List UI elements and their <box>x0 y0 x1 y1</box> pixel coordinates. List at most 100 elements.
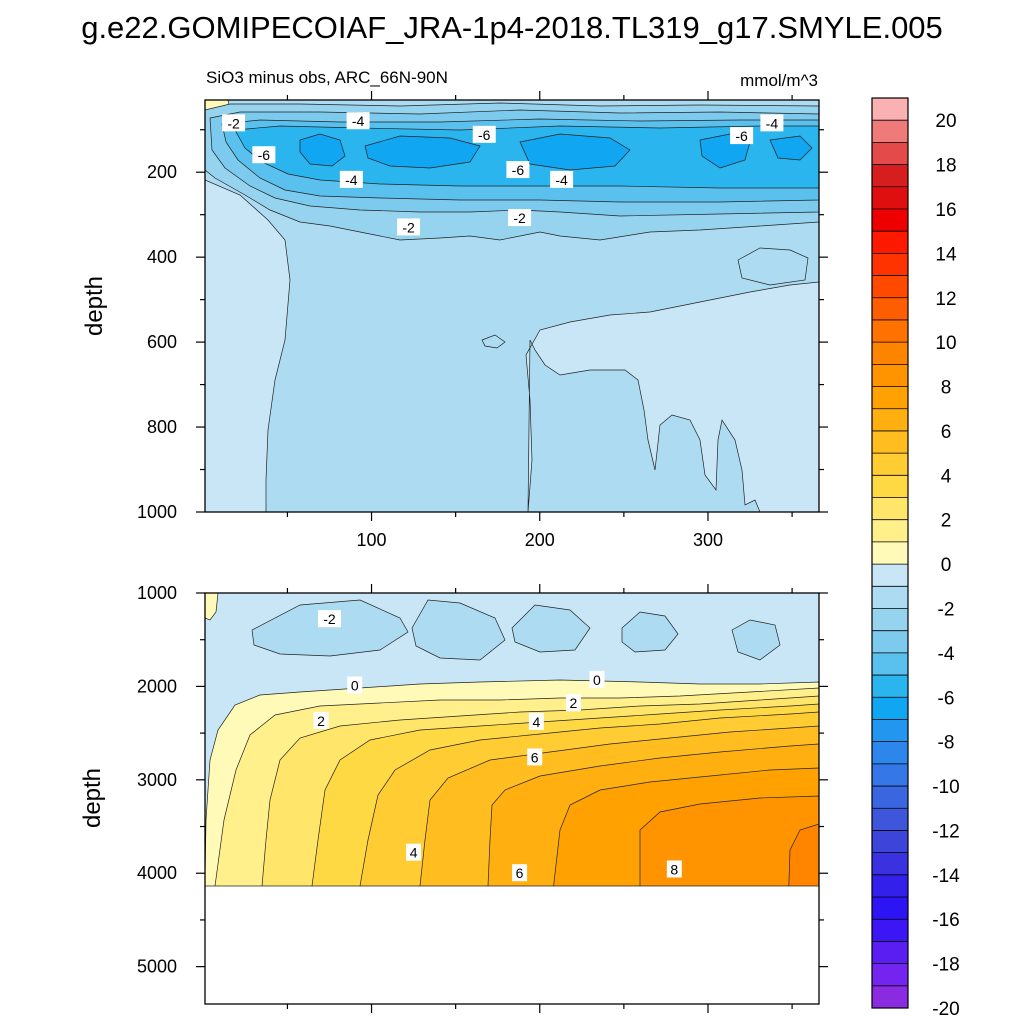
colorbar-swatch <box>872 186 908 210</box>
upper-y-tick-label: 600 <box>147 332 177 352</box>
colorbar-swatch <box>872 253 908 276</box>
lower-contour-label: 6 <box>531 749 539 765</box>
upper-y-tick-label: 200 <box>147 162 177 182</box>
lower-y-tick-label: 2000 <box>137 676 177 696</box>
lower-y-tick-label: 4000 <box>137 863 177 883</box>
upper-contour-label-box <box>508 209 532 227</box>
lower-negative-strip <box>205 593 219 621</box>
colorbar-swatch <box>872 874 908 898</box>
upper-core-3 <box>519 133 631 171</box>
upper-plot-frame <box>204 99 820 513</box>
colorbar-swatch <box>872 586 908 609</box>
colorbar <box>871 97 909 1009</box>
upper-light-region-right <box>525 281 819 512</box>
lower-contour-label-box <box>666 860 682 878</box>
colorbar-swatch <box>872 275 908 299</box>
colorbar-label: 8 <box>941 378 952 399</box>
upper-dark-islet <box>737 247 809 286</box>
upper-y-axis-label: depth <box>81 276 108 336</box>
upper-contour-label: -4 <box>352 113 365 129</box>
colorbar-swatch <box>872 808 908 831</box>
lower-plot-frame <box>204 592 820 1005</box>
colorbar-swatch <box>872 98 908 121</box>
lower-contour-label-box <box>528 712 544 730</box>
colorbar-swatch <box>872 497 908 521</box>
colorbar-swatch <box>872 719 908 743</box>
lower-contour-label: 8 <box>670 861 678 877</box>
colorbar-label: -16 <box>932 910 959 931</box>
upper-contour-label: -6 <box>735 128 748 144</box>
lower-y-tick-label: 5000 <box>137 957 177 977</box>
lower-contour-label-box <box>527 748 543 766</box>
colorbar-frame <box>871 97 909 1009</box>
lower-y-tick-label: 1000 <box>137 583 177 603</box>
upper-y-tick-label: 1000 <box>137 502 177 522</box>
lower-contour-label-box <box>313 711 329 729</box>
upper-x-tick-label: 300 <box>693 530 723 550</box>
upper-contour-label: -4 <box>766 115 779 131</box>
lower-negative-patch-3 <box>511 604 591 653</box>
upper-contour-label-box <box>252 146 276 164</box>
upper-contour-label: -4 <box>555 172 568 188</box>
colorbar-label: 14 <box>935 244 957 265</box>
upper-contour-label-box <box>730 127 754 145</box>
colorbar-label: 12 <box>935 289 956 310</box>
lower-contour-label: 4 <box>410 845 418 861</box>
lower-y-tick-label: 3000 <box>137 770 177 790</box>
lower-contour-label-box <box>512 864 528 882</box>
lower-y-axis-label: depth <box>79 768 106 828</box>
colorbar-labels: 20181614121086420-2-4-6-8-10-12-14-16-18… <box>932 111 960 1020</box>
colorbar-label: 18 <box>935 156 956 177</box>
lower-contour-fill <box>205 593 819 1004</box>
upper-x-tick-label: 200 <box>525 530 555 550</box>
lower-contour-label: 4 <box>532 714 540 730</box>
lower-contour-label: 6 <box>516 865 524 881</box>
upper-contour-label-box <box>472 125 496 143</box>
colorbar-label: -4 <box>938 644 955 665</box>
upper-core-5 <box>769 135 813 161</box>
colorbar-swatch <box>872 519 908 543</box>
colorbar-swatch <box>872 208 908 232</box>
upper-axes: 100 200 300 200 400 600 800 1000 <box>137 91 828 550</box>
colorbar-label: -2 <box>938 599 955 620</box>
colorbar-swatch <box>872 630 908 654</box>
colorbar-label: 4 <box>941 466 952 487</box>
colorbar-label: -6 <box>938 688 955 709</box>
colorbar-label: -18 <box>932 955 959 976</box>
upper-y-tick-label: 800 <box>147 417 177 437</box>
colorbar-swatch <box>872 608 908 632</box>
colorbar-label: 20 <box>935 111 956 132</box>
lower-contour-label-box <box>347 676 363 694</box>
lower-contour-label-box <box>317 610 341 628</box>
colorbar-swatch <box>872 652 908 676</box>
upper-contour-label-box <box>346 112 370 130</box>
colorbar-swatch <box>872 541 908 565</box>
upper-light-region-left <box>205 179 291 512</box>
colorbar-swatch <box>872 564 908 587</box>
colorbar-label: -8 <box>938 733 955 754</box>
lower-contour-label-box <box>589 670 605 688</box>
colorbar-swatch <box>872 319 908 343</box>
colorbar-swatch <box>872 364 908 387</box>
lower-contour-label: 0 <box>593 672 601 688</box>
upper-core-2 <box>364 135 481 169</box>
upper-small-blob <box>481 334 506 349</box>
lower-axes: 1000 2000 3000 4000 5000 <box>137 583 828 1013</box>
colorbar-swatch <box>872 897 908 920</box>
colorbar-swatch <box>872 941 908 965</box>
colorbar-swatch <box>872 386 908 410</box>
upper-contour-label-box <box>506 161 530 179</box>
colorbar-swatch <box>872 675 908 698</box>
colorbar-swatch <box>872 297 908 321</box>
lower-negative-patch-1 <box>251 599 409 657</box>
upper-contour-label: -2 <box>513 210 526 226</box>
colorbar-swatch <box>872 164 908 188</box>
lower-negative-patch-2 <box>411 599 506 661</box>
colorbar-swatch <box>872 830 908 854</box>
lower-negative-patch-5 <box>731 619 781 661</box>
lower-contour-label-box <box>406 843 422 861</box>
lower-seafloor-mask <box>205 886 819 1004</box>
units-label: mmol/m^3 <box>740 71 818 90</box>
figure-title: g.e22.GOMIPECOIAF_JRA-1p4-2018.TL319_g17… <box>81 10 943 45</box>
